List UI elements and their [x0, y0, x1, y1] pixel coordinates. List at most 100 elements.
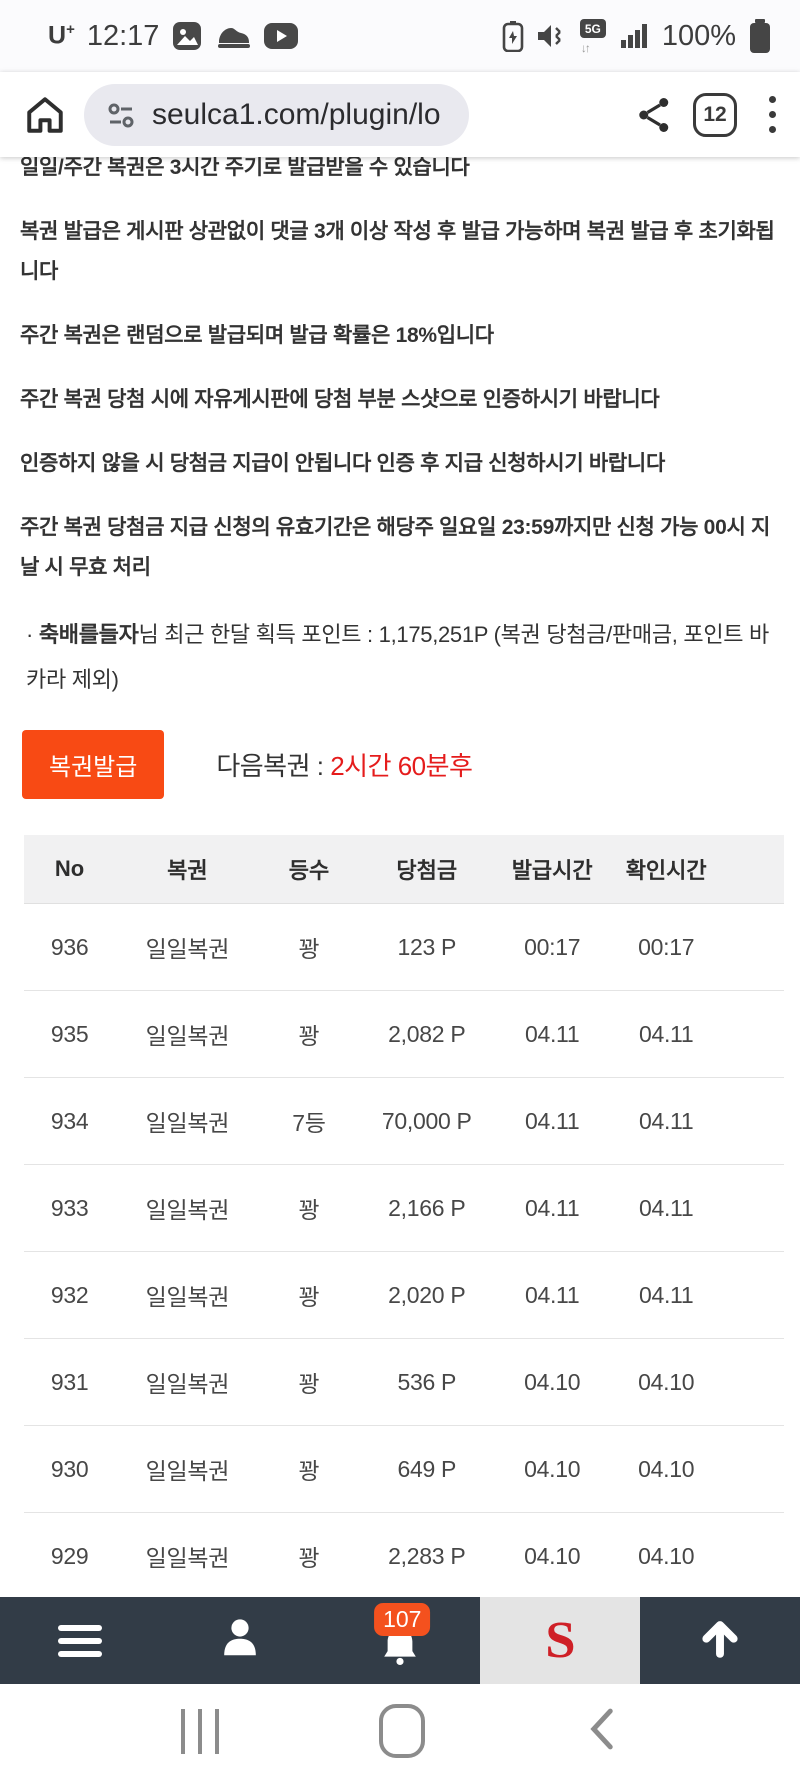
table-row: 933 일일복권 꽝 2,166 P 04.11 04.11	[24, 1164, 784, 1252]
nav-site-logo-button[interactable]: S	[480, 1597, 640, 1684]
status-bar-left: U+ 12:17	[48, 20, 299, 53]
table-cell: 2,082 P	[358, 990, 496, 1078]
recents-button[interactable]	[181, 1708, 219, 1754]
menu-icon[interactable]	[769, 96, 776, 133]
next-lottery-time: 2시간 60분후	[330, 751, 473, 781]
status-bar: U+ 12:17 5G ↓↑	[0, 0, 800, 72]
table-cell: 932	[24, 1251, 116, 1339]
table-cell: 일일복권	[115, 1425, 260, 1513]
table-cell: 536 P	[358, 1338, 496, 1426]
table-row: 932 일일복권 꽝 2,020 P 04.11 04.11	[24, 1251, 784, 1339]
table-cell: 04.11	[495, 1077, 610, 1165]
table-cell: 04.11	[609, 1251, 724, 1339]
table-cell: 04.10	[495, 1338, 610, 1426]
status-time: 12:17	[86, 19, 160, 52]
nav-notifications-button[interactable]: 107	[320, 1597, 480, 1684]
table-cell: 일일복권	[115, 1164, 260, 1252]
notice-paragraph: 주간 복권은 랜덤으로 발급되며 발급 확률은 18%입니다	[20, 324, 494, 347]
table-cell-spacer	[723, 1512, 784, 1597]
url-bar[interactable]: seulca1.com/plugin/lo	[84, 83, 469, 146]
table-cell: 04.11	[609, 1077, 724, 1165]
table-row: 931 일일복권 꽝 536 P 04.10 04.10	[24, 1338, 784, 1426]
table-cell: 2,283 P	[358, 1512, 496, 1597]
table-cell: 04.10	[609, 1425, 724, 1513]
table-cell: 일일복권	[115, 1512, 260, 1597]
gallery-icon	[171, 20, 203, 52]
notice-paragraph: 인증하지 않을 시 당첨금 지급이 안됩니다 인증 후 지급 신청하시기 바랍니…	[20, 452, 665, 475]
table-cell: 04.10	[609, 1338, 724, 1426]
site-logo: S	[544, 1611, 576, 1669]
points-text: 님 최근 한달 획득 포인트 : 1,175,251P (복권 당첨금/판매금,…	[26, 622, 769, 692]
table-cell: 꽝	[259, 1251, 359, 1339]
table-cell-spacer	[723, 1425, 784, 1513]
site-settings-icon[interactable]	[104, 98, 138, 132]
table-cell: 935	[24, 990, 116, 1078]
table-cell: 00:17	[609, 903, 724, 991]
table-header: No 복권 등수 당첨금 발급시간 확인시간	[24, 835, 784, 904]
5g-icon: 5G ↓↑	[578, 19, 608, 55]
bell-icon	[378, 1625, 422, 1674]
android-home-button[interactable]	[379, 1704, 425, 1758]
status-bar-right: 5G ↓↑ 100%	[502, 18, 772, 55]
youtube-icon	[263, 21, 299, 51]
table-cell: 04.10	[609, 1512, 724, 1597]
next-lottery-countdown: 다음복권 : 2시간 60분후	[216, 746, 473, 783]
issue-row: 복권발급 다음복권 : 2시간 60분후	[20, 730, 780, 799]
table-row: 934 일일복권 7등 70,000 P 04.11 04.11	[24, 1077, 784, 1165]
table-cell: 꽝	[259, 1425, 359, 1513]
table-cell: 꽝	[259, 990, 359, 1078]
notice-paragraph: 일일/주간 복권은 3시간 주기로 발급받을 수 있습니다	[20, 157, 470, 179]
notice-paragraph: 주간 복권 당첨금 지급 신청의 유효기간은 해당주 일요일 23:59까지만 …	[20, 516, 771, 579]
battery-percent: 100%	[661, 19, 736, 52]
column-header-spacer	[723, 835, 784, 904]
table-cell: 04.11	[609, 1164, 724, 1252]
table-cell: 04.11	[495, 1164, 610, 1252]
table-cell-spacer	[723, 1338, 784, 1426]
home-icon[interactable]	[24, 94, 66, 136]
profile-icon	[217, 1615, 263, 1666]
share-icon[interactable]	[635, 95, 675, 135]
table-cell: 930	[24, 1425, 116, 1513]
table-cell: 936	[24, 903, 116, 991]
table-cell-spacer	[723, 1077, 784, 1165]
mute-icon	[536, 21, 566, 51]
table-cell: 929	[24, 1512, 116, 1597]
bullet: ·	[26, 622, 34, 647]
nav-scroll-top-button[interactable]	[640, 1597, 800, 1684]
column-header: 당첨금	[358, 835, 496, 904]
notice-paragraph: 복권 발급은 게시판 상관없이 댓글 3개 이상 작성 후 발급 가능하며 복권…	[20, 220, 775, 283]
notice-paragraph: 주간 복권 당첨 시에 자유게시판에 당첨 부분 스샷으로 인증하시기 바랍니다	[20, 388, 660, 411]
column-header: 확인시간	[609, 835, 724, 904]
username: 축배를들자	[38, 622, 139, 647]
table-cell-spacer	[723, 990, 784, 1078]
column-header: 등수	[259, 835, 359, 904]
nav-profile-button[interactable]	[160, 1597, 320, 1684]
table-cell-spacer	[723, 903, 784, 991]
table-cell: 꽝	[259, 1338, 359, 1426]
table-cell: 04.11	[495, 990, 610, 1078]
url-text: seulca1.com/plugin/lo	[152, 97, 441, 131]
battery-saver-icon	[502, 20, 524, 52]
column-header: No	[24, 835, 116, 904]
table-row: 929 일일복권 꽝 2,283 P 04.10 04.10	[24, 1512, 784, 1597]
table-row: 936 일일복권 꽝 123 P 00:17 00:17	[24, 903, 784, 991]
table-cell: 934	[24, 1077, 116, 1165]
next-lottery-label: 다음복권 :	[216, 751, 331, 781]
table-cell: 931	[24, 1338, 116, 1426]
table-cell-spacer	[723, 1164, 784, 1252]
battery-icon	[748, 18, 772, 54]
table-row: 930 일일복권 꽝 649 P 04.10 04.10	[24, 1425, 784, 1513]
user-points-line: · 축배를들자님 최근 한달 획득 포인트 : 1,175,251P (복권 당…	[20, 612, 780, 702]
carrier-label: U+	[48, 21, 75, 50]
table-cell: 2,020 P	[358, 1251, 496, 1339]
table-cell: 7등	[259, 1077, 359, 1165]
tab-count-button[interactable]: 12	[693, 92, 737, 137]
table-cell: 04.11	[609, 990, 724, 1078]
issue-lottery-button[interactable]: 복권발급	[22, 730, 165, 799]
back-button[interactable]	[585, 1707, 619, 1756]
nav-menu-button[interactable]	[0, 1597, 160, 1684]
arrow-up-icon	[697, 1615, 743, 1666]
